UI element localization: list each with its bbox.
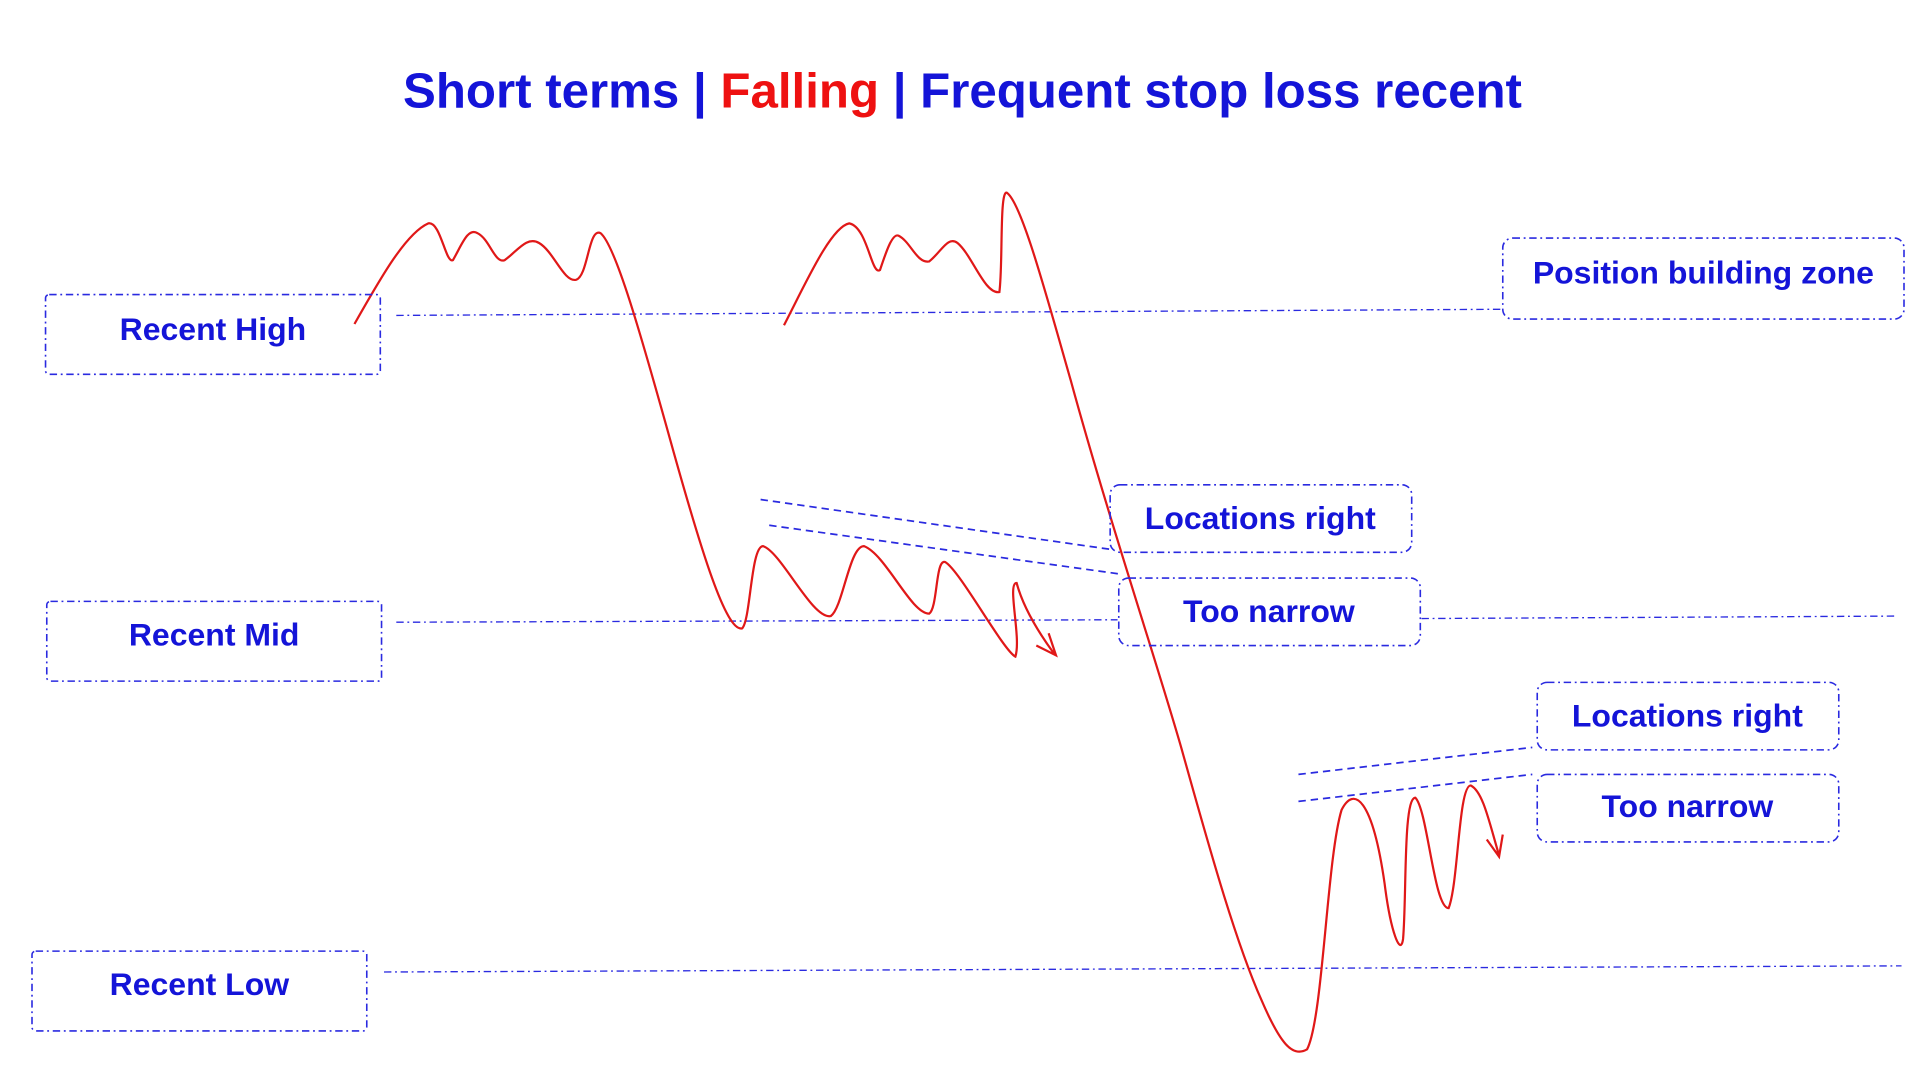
level-line bbox=[396, 308, 1502, 317]
label-box bbox=[1117, 577, 1422, 647]
title-part: Falling bbox=[720, 64, 879, 119]
channel-line bbox=[760, 498, 1123, 576]
label-box bbox=[1501, 237, 1905, 320]
price-path bbox=[783, 191, 1504, 1053]
level-line bbox=[383, 965, 1902, 973]
label-box bbox=[1109, 483, 1413, 554]
callout-label: Locations right bbox=[1145, 500, 1376, 536]
title-part: Short terms | bbox=[403, 64, 720, 120]
callout-label: Locations right bbox=[1572, 697, 1803, 733]
label-box bbox=[1536, 681, 1840, 751]
title-part: | Frequent stop loss recent bbox=[879, 64, 1522, 120]
level-label: Recent Low bbox=[110, 966, 290, 1002]
callout-label: Too narrow bbox=[1183, 593, 1355, 629]
level-label: Recent Mid bbox=[129, 616, 300, 652]
price-path bbox=[353, 222, 1058, 659]
level-line bbox=[396, 615, 1896, 623]
callout-label: Too narrow bbox=[1602, 788, 1774, 824]
level-label: Recent High bbox=[120, 311, 307, 347]
label-box bbox=[44, 293, 382, 376]
zone-label: Position building zone bbox=[1533, 254, 1874, 290]
title: Short terms | Falling | Frequent stop lo… bbox=[403, 64, 1522, 120]
channel-line bbox=[1298, 746, 1533, 803]
label-box bbox=[31, 950, 368, 1032]
label-box bbox=[45, 600, 383, 682]
label-box bbox=[1536, 773, 1840, 843]
